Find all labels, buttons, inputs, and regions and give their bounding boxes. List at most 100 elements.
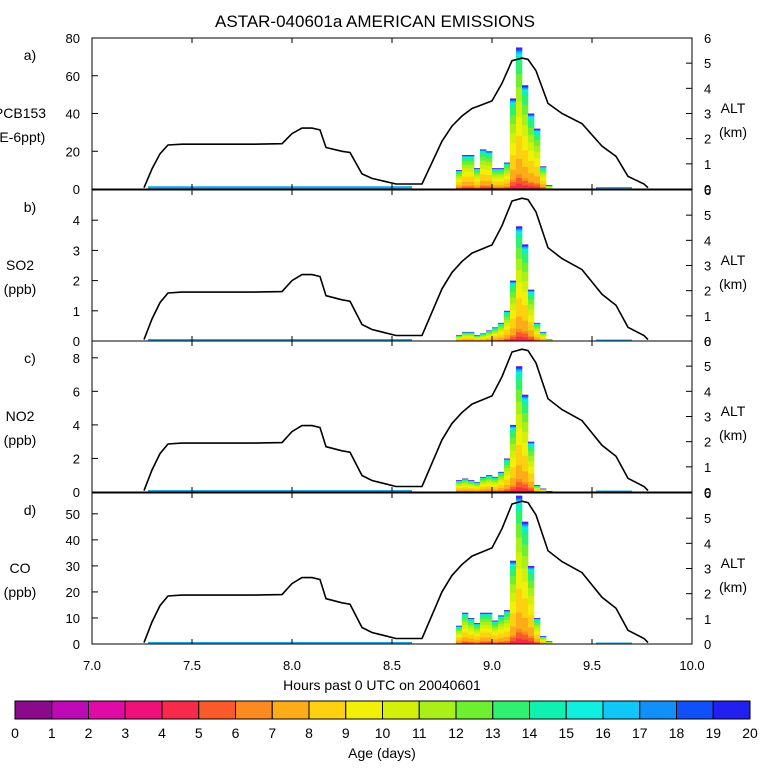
colorbar-swatch (418, 700, 457, 720)
bar-segment (528, 179, 535, 182)
bar-segment (456, 171, 463, 173)
bar-segment (528, 583, 535, 589)
bar-segment (498, 473, 505, 475)
bar-segment (540, 186, 547, 188)
bar-segment (474, 171, 481, 173)
bar-segment (498, 475, 505, 477)
bar-segment (510, 181, 517, 186)
bar-segment (516, 331, 523, 337)
bar-segment (462, 334, 469, 336)
bar-segment (516, 378, 523, 385)
bar-segment (522, 617, 529, 629)
bar-segment (516, 498, 523, 501)
bar (480, 149, 487, 190)
panel-unit-label: (ppb) (4, 584, 37, 600)
bar-segment (480, 335, 487, 337)
bar-segment (456, 336, 463, 338)
bar-segment (480, 624, 487, 627)
bar-segment (492, 168, 499, 170)
bar-segment (498, 629, 505, 632)
bar-segment (462, 613, 469, 614)
bar-segment (480, 623, 487, 625)
bar-segment (534, 337, 541, 339)
bar-segment (516, 444, 523, 455)
bar-segment (516, 242, 523, 248)
bar (498, 471, 505, 493)
bar-segment (468, 620, 475, 622)
bar-segment (522, 244, 529, 246)
bar-segment (534, 137, 541, 141)
bar-segment (522, 129, 529, 137)
bar-segment (540, 636, 547, 638)
colorbar-tick-label: 7 (268, 725, 276, 741)
bar-segment (462, 490, 469, 492)
bar-segment (468, 332, 475, 334)
bar-segment (516, 158, 523, 171)
bar-segment (456, 637, 463, 639)
bar-segment (516, 599, 523, 613)
bar-segment (516, 624, 523, 629)
bar-segment (480, 164, 487, 167)
bar-segment (462, 335, 469, 337)
bar-segment (510, 426, 517, 428)
bar-segment (534, 640, 541, 642)
bar-segment (528, 306, 535, 310)
bar-segment (504, 460, 511, 463)
bar-segment (468, 166, 475, 169)
altitude-line (143, 348, 649, 492)
bar-segment (492, 633, 499, 636)
bar-segment (522, 397, 529, 400)
bar-segment (486, 618, 493, 621)
bar-segment (522, 184, 529, 190)
bar-segment (510, 592, 517, 597)
bar-segment (456, 484, 463, 486)
bar-segment (498, 325, 505, 327)
bar-segment (534, 332, 541, 335)
bar-segment (468, 641, 475, 644)
bar-segment (492, 481, 499, 483)
bar-segment (516, 326, 523, 330)
bar-segment (540, 640, 547, 642)
bar-segment (504, 616, 511, 619)
bar-segment (474, 483, 481, 485)
bar-segment (528, 317, 535, 323)
background-signal (148, 186, 412, 189)
bar (516, 226, 523, 342)
bar-segment (492, 623, 499, 626)
bar-segment (528, 338, 535, 342)
bar-segment (480, 338, 487, 340)
bar-segment (522, 631, 529, 635)
bar (492, 168, 499, 190)
bar-segment (462, 479, 469, 481)
colorbar-swatch (455, 700, 494, 720)
bar-segment (492, 628, 499, 630)
bar-segment (528, 640, 535, 645)
bar-segment (534, 330, 541, 333)
bar-segment (510, 328, 517, 334)
bar-segment (540, 637, 547, 639)
bar-segment (474, 641, 481, 643)
bar-segment (492, 339, 499, 341)
bar-segment (468, 335, 475, 337)
bar-segment (468, 169, 475, 172)
bar-segment (462, 167, 469, 170)
bar-segment (504, 175, 511, 178)
bar-segment (486, 490, 493, 491)
bar-segment (510, 635, 517, 638)
bar-segment (474, 174, 481, 176)
left-tick-label: 1 (73, 304, 80, 319)
bar-segment (486, 337, 493, 339)
bar-segment (468, 336, 475, 338)
bar-segment (510, 637, 517, 641)
bar-segment (516, 529, 523, 538)
bar-segment (486, 152, 493, 154)
bar-segment (486, 483, 493, 485)
bar-segment (462, 481, 469, 482)
bar-segment (486, 333, 493, 335)
bar-segment (456, 187, 463, 188)
bar-segment (534, 323, 541, 325)
bar-segment (462, 157, 469, 159)
bar-segment (456, 187, 463, 189)
bar-segment (516, 454, 523, 466)
bar-segment (468, 487, 475, 489)
